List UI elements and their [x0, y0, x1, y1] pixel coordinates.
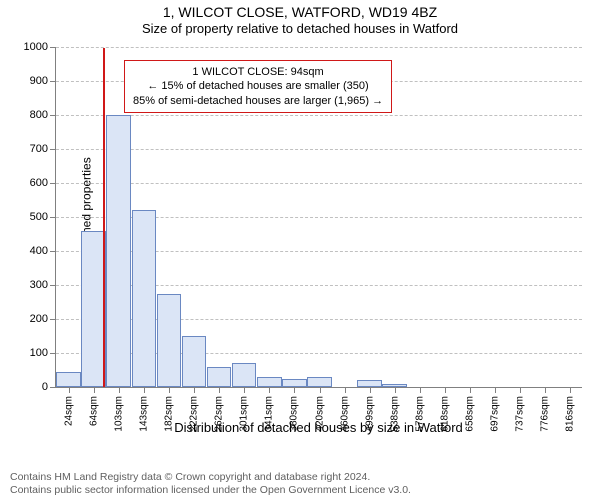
y-tick-label: 100: [30, 347, 48, 359]
y-tick-label: 0: [42, 381, 48, 393]
x-tick: [445, 387, 446, 393]
x-tick: [395, 387, 396, 393]
x-tick: [420, 387, 421, 393]
y-tick-label: 1000: [24, 41, 48, 53]
y-tick: [50, 353, 56, 354]
annotation-line-1: 1 WILCOT CLOSE: 94sqm: [133, 65, 383, 79]
y-tick-label: 200: [30, 313, 48, 325]
y-tick: [50, 81, 56, 82]
histogram-bar: [56, 372, 81, 387]
x-tick: [370, 387, 371, 393]
y-tick: [50, 217, 56, 218]
x-tick: [345, 387, 346, 393]
chart-container: Number of detached properties 0100200300…: [0, 42, 600, 437]
histogram-bar: [257, 377, 282, 387]
y-tick: [50, 47, 56, 48]
footer-line-1: Contains HM Land Registry data © Crown c…: [10, 471, 411, 485]
page-title: 1, WILCOT CLOSE, WATFORD, WD19 4BZ: [0, 4, 600, 20]
footer: Contains HM Land Registry data © Crown c…: [10, 471, 411, 498]
histogram-bar: [232, 363, 257, 387]
y-tick: [50, 149, 56, 150]
histogram-bar: [132, 210, 157, 387]
x-tick: [470, 387, 471, 393]
y-tick: [50, 251, 56, 252]
histogram-bar: [307, 377, 332, 387]
x-tick: [194, 387, 195, 393]
y-tick-label: 400: [30, 245, 48, 257]
histogram-bar: [182, 336, 207, 387]
gridline: [56, 183, 582, 184]
x-tick: [545, 387, 546, 393]
y-tick-label: 700: [30, 143, 48, 155]
y-tick: [50, 387, 56, 388]
x-tick: [144, 387, 145, 393]
histogram-bar: [106, 115, 131, 387]
x-tick: [495, 387, 496, 393]
y-tick-label: 500: [30, 211, 48, 223]
gridline: [56, 115, 582, 116]
x-tick: [219, 387, 220, 393]
x-tick: [269, 387, 270, 393]
y-tick-label: 600: [30, 177, 48, 189]
histogram-bar: [282, 379, 307, 388]
footer-line-2: Contains public sector information licen…: [10, 484, 411, 498]
x-tick: [169, 387, 170, 393]
annotation-box: 1 WILCOT CLOSE: 94sqm← 15% of detached h…: [124, 60, 392, 113]
y-tick-label: 300: [30, 279, 48, 291]
x-tick: [69, 387, 70, 393]
y-tick-label: 800: [30, 109, 48, 121]
gridline: [56, 149, 582, 150]
annotation-line-2: ← 15% of detached houses are smaller (35…: [133, 79, 383, 93]
x-tick: [119, 387, 120, 393]
x-tick: [294, 387, 295, 393]
x-tick: [520, 387, 521, 393]
page-subtitle: Size of property relative to detached ho…: [0, 21, 600, 36]
histogram-bar: [357, 380, 382, 387]
histogram-bar: [157, 294, 182, 388]
gridline: [56, 47, 582, 48]
y-tick: [50, 183, 56, 184]
x-tick: [244, 387, 245, 393]
x-tick: [320, 387, 321, 393]
x-tick: [94, 387, 95, 393]
y-tick-label: 900: [30, 75, 48, 87]
y-tick: [50, 319, 56, 320]
plot-area: 0100200300400500600700800900100024sqm64s…: [55, 48, 582, 388]
x-axis-label: Distribution of detached houses by size …: [55, 420, 582, 435]
histogram-bar: [207, 367, 232, 387]
y-tick: [50, 115, 56, 116]
y-tick: [50, 285, 56, 286]
annotation-line-3: 85% of semi-detached houses are larger (…: [133, 94, 383, 108]
marker-line: [103, 48, 105, 387]
x-tick: [570, 387, 571, 393]
